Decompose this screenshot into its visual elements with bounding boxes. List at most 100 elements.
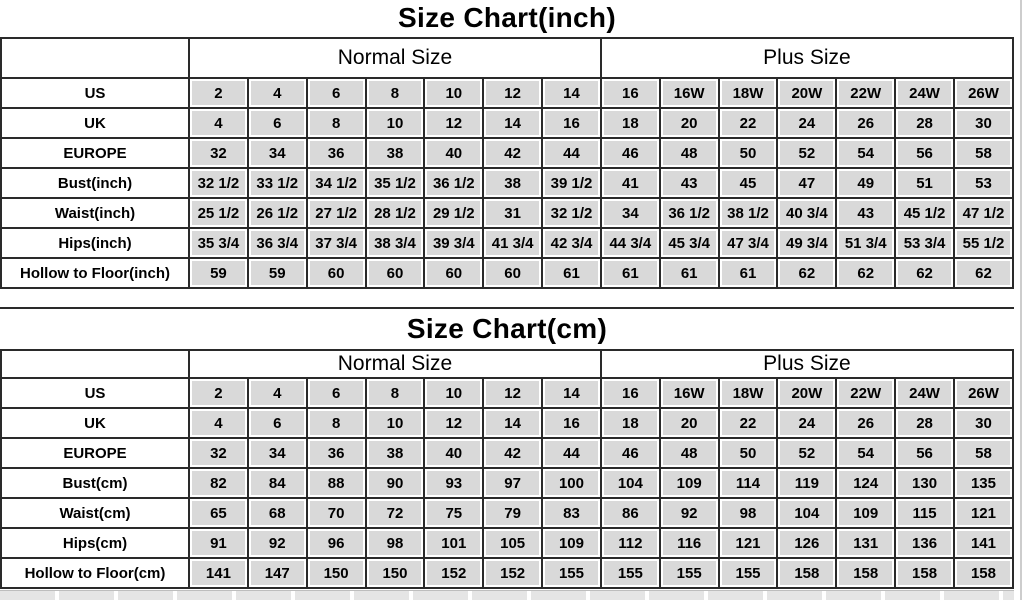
size-value-cell: 40 (423, 437, 485, 469)
size-value-cell: 41 3/4 (482, 227, 544, 259)
size-value-cell: 60 (364, 257, 426, 289)
size-value-cell: 70 (305, 497, 367, 529)
size-value-cell: 24W (894, 77, 955, 109)
size-value-cell: 65 (188, 497, 249, 529)
size-value-cell: 18 (599, 107, 661, 139)
size-value-cell: 72 (364, 497, 426, 529)
size-value-cell: 26 1/2 (246, 197, 308, 229)
size-value-cell: 36 3/4 (246, 227, 308, 259)
corner-cell (0, 349, 190, 379)
size-value-cell: 18W (717, 77, 779, 109)
size-value-cell: 119 (776, 467, 838, 499)
size-value-cell: 52 (776, 437, 838, 469)
row-label-cell: EUROPE (0, 437, 190, 469)
size-value-cell: 42 (482, 437, 544, 469)
size-value-cell: 38 (482, 167, 544, 199)
size-value-cell: 32 (188, 137, 249, 169)
size-value-cell: 112 (599, 527, 661, 559)
size-value-cell: 36 (305, 137, 367, 169)
size-value-cell: 59 (188, 257, 249, 289)
table-row: Hollow to Floor(inch) 59 59 60 60 60 60 61 61 61 6… (0, 257, 1015, 289)
size-value-cell: 24 (776, 107, 838, 139)
size-value-cell: 62 (952, 257, 1015, 289)
size-value-cell: 26 (835, 407, 897, 439)
size-value-cell: 22W (835, 377, 897, 409)
size-value-cell: 27 1/2 (305, 197, 367, 229)
size-value-cell: 25 1/2 (188, 197, 249, 229)
size-value-cell: 83 (541, 497, 602, 529)
size-value-cell: 49 3/4 (776, 227, 838, 259)
size-value-cell: 18 (599, 407, 661, 439)
size-value-cell: 16 (599, 377, 661, 409)
size-value-cell: 40 (423, 137, 485, 169)
size-value-cell: 32 (188, 437, 249, 469)
size-value-cell: 54 (835, 137, 897, 169)
size-value-cell: 18W (717, 377, 779, 409)
size-value-cell: 46 (599, 137, 661, 169)
size-value-cell: 100 (541, 467, 602, 499)
size-value-cell: 28 1/2 (364, 197, 426, 229)
group-header-cell: Plus Size (599, 349, 1015, 379)
size-value-cell: 28 (894, 407, 955, 439)
size-value-cell: 10 (423, 77, 485, 109)
size-value-cell: 141 (188, 557, 249, 589)
size-value-cell: 8 (305, 107, 367, 139)
size-value-cell: 49 (835, 167, 897, 199)
size-value-cell: 6 (305, 377, 367, 409)
row-label-cell: Hollow to Floor(inch) (0, 257, 190, 289)
size-value-cell: 46 (599, 437, 661, 469)
size-value-cell: 62 (835, 257, 897, 289)
size-value-cell: 24W (894, 377, 955, 409)
size-value-cell: 155 (541, 557, 602, 589)
size-value-cell: 32 1/2 (541, 197, 602, 229)
size-value-cell: 55 1/2 (952, 227, 1015, 259)
size-value-cell: 59 (246, 257, 308, 289)
size-value-cell: 104 (776, 497, 838, 529)
size-value-cell: 61 (658, 257, 720, 289)
size-value-cell: 38 1/2 (717, 197, 779, 229)
row-label-cell: Waist(cm) (0, 497, 190, 529)
size-value-cell: 61 (541, 257, 602, 289)
row-label-cell: Hips(cm) (0, 527, 190, 559)
size-value-cell: 92 (246, 527, 308, 559)
size-value-cell: 92 (658, 497, 720, 529)
section-divider (0, 307, 1014, 309)
row-label-cell: Waist(inch) (0, 197, 190, 229)
size-value-cell: 93 (423, 467, 485, 499)
size-value-cell: 14 (482, 407, 544, 439)
size-value-cell: 26W (952, 77, 1015, 109)
table-row: Bust(inch) 32 1/2 33 1/2 34 1/2 35 1/2 36 1/2… (0, 167, 1015, 199)
size-table-cm: Normal Size Plus Size US 2 4 6 8 10 12 14 16 16W 18W… (0, 349, 1015, 589)
size-value-cell: 43 (658, 167, 720, 199)
size-value-cell: 42 (482, 137, 544, 169)
table-row: EUROPE 32 34 36 38 40 42 44 46 48 50 52 54 56 58 (0, 437, 1015, 469)
size-value-cell: 50 (717, 137, 779, 169)
size-value-cell: 158 (776, 557, 838, 589)
size-value-cell: 20 (658, 107, 720, 139)
size-value-cell: 53 3/4 (894, 227, 955, 259)
size-value-cell: 131 (835, 527, 897, 559)
size-value-cell: 20W (776, 377, 838, 409)
size-value-cell: 30 (952, 107, 1015, 139)
size-value-cell: 33 1/2 (246, 167, 308, 199)
size-value-cell: 36 (305, 437, 367, 469)
size-value-cell: 38 (364, 437, 426, 469)
size-value-cell: 45 (717, 167, 779, 199)
size-value-cell: 4 (188, 407, 249, 439)
size-value-cell: 147 (246, 557, 308, 589)
size-value-cell: 44 3/4 (599, 227, 661, 259)
size-value-cell: 20 (658, 407, 720, 439)
size-value-cell: 38 3/4 (364, 227, 426, 259)
size-value-cell: 141 (952, 527, 1015, 559)
size-value-cell: 12 (423, 107, 485, 139)
group-header-cell: Normal Size (188, 349, 602, 379)
size-value-cell: 150 (364, 557, 426, 589)
size-value-cell: 155 (599, 557, 661, 589)
size-value-cell: 109 (658, 467, 720, 499)
size-value-cell: 32 1/2 (188, 167, 249, 199)
row-label-cell: Hollow to Floor(cm) (0, 557, 190, 589)
size-value-cell: 62 (776, 257, 838, 289)
size-value-cell: 86 (599, 497, 661, 529)
size-value-cell: 158 (952, 557, 1015, 589)
